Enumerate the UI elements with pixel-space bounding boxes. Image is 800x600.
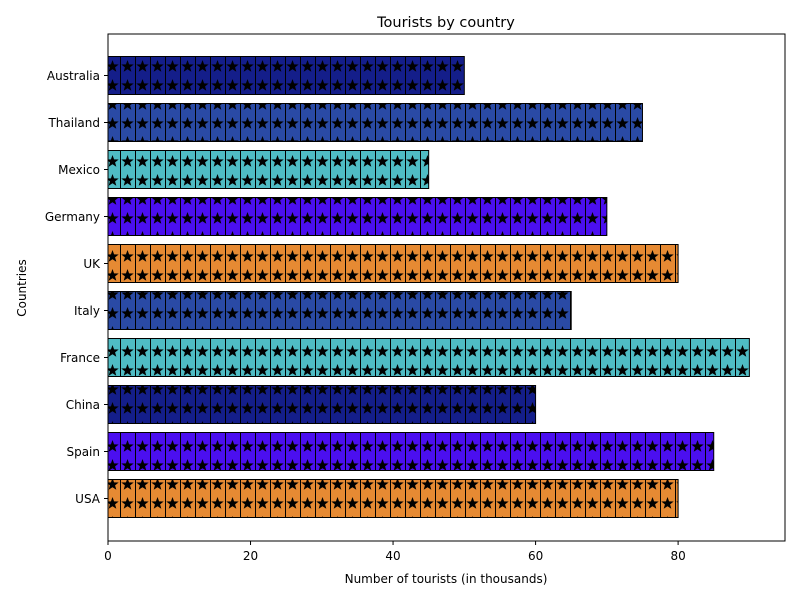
bar-france — [107, 338, 750, 377]
bar-usa — [107, 479, 679, 518]
y-tick-label-uk: UK — [83, 257, 101, 271]
y-tick-label-spain: Spain — [66, 445, 100, 459]
x-tick-label-60: 60 — [528, 549, 543, 563]
bar-spain — [107, 432, 715, 471]
y-tick-label-australia: Australia — [47, 69, 100, 83]
x-axis-title: Number of tourists (in thousands) — [345, 572, 548, 586]
x-tick-label-40: 40 — [385, 549, 400, 563]
bar-germany — [107, 197, 608, 236]
bar-china — [107, 385, 537, 424]
y-tick-label-germany: Germany — [45, 210, 100, 224]
bar-mexico — [107, 150, 430, 189]
y-tick-label-china: China — [66, 398, 100, 412]
x-tick-label-20: 20 — [243, 549, 258, 563]
y-tick-label-mexico: Mexico — [58, 163, 100, 177]
y-axis-title: Countries — [15, 259, 29, 317]
x-tick-label-0: 0 — [104, 549, 112, 563]
plot-frame — [107, 33, 786, 542]
y-tick-label-usa: USA — [75, 492, 101, 506]
chart-title: Tourists by country — [376, 15, 515, 31]
bar-uk — [107, 244, 679, 283]
x-tick-label-80: 80 — [670, 549, 685, 563]
x-axis: 0 20 40 60 80 — [104, 541, 686, 563]
bar-australia — [107, 56, 465, 95]
y-axis: USA Spain China France Italy UK Germany Mexico T… — [45, 69, 108, 506]
y-tick-label-france: France — [60, 351, 100, 365]
bars-group — [107, 56, 750, 518]
bar-thailand — [107, 103, 643, 142]
bar-italy — [107, 291, 572, 330]
y-tick-label-italy: Italy — [74, 304, 100, 318]
y-tick-label-thailand: Thailand — [47, 116, 100, 130]
